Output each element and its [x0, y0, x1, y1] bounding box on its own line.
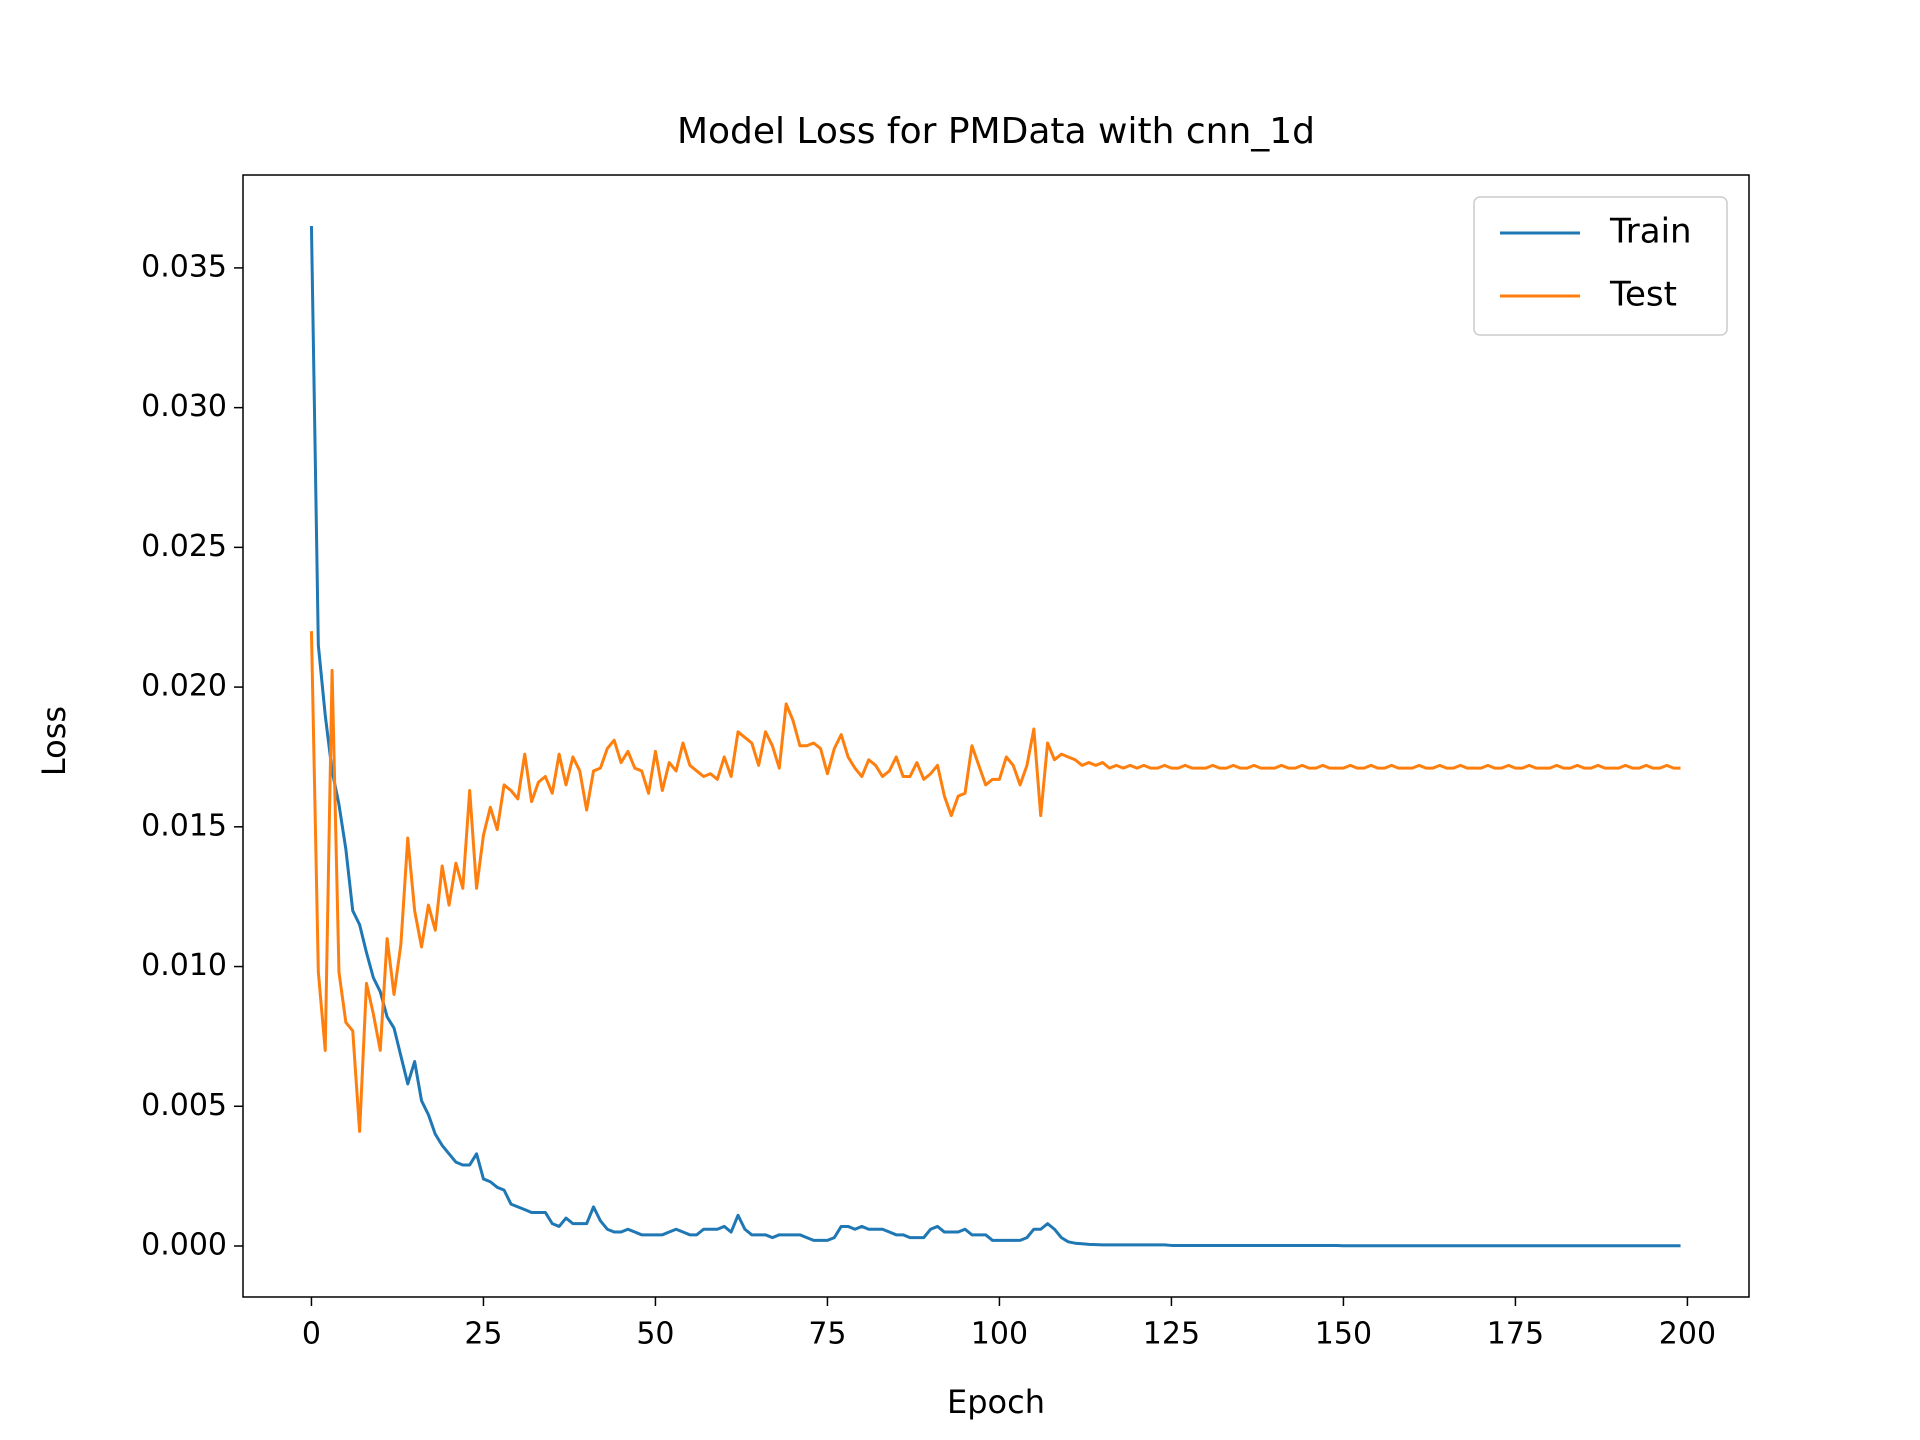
- legend-label: Train: [1609, 212, 1692, 252]
- x-tick-label: 150: [1315, 1317, 1372, 1352]
- x-tick-label: 50: [636, 1317, 674, 1352]
- x-tick-label: 200: [1659, 1317, 1716, 1352]
- y-tick-label: 0.015: [141, 808, 227, 843]
- y-tick-label: 0.000: [141, 1228, 227, 1263]
- x-tick-label: 125: [1143, 1317, 1200, 1352]
- x-tick-label: 0: [302, 1317, 321, 1352]
- x-tick-label: 100: [971, 1317, 1028, 1352]
- line-series: [309, 631, 1681, 1133]
- y-tick-label: 0.025: [141, 529, 227, 564]
- y-tick-label: 0.010: [141, 948, 227, 983]
- chart-title: Model Loss for PMData with cnn_1d: [677, 111, 1315, 152]
- y-axis-label: Loss: [35, 706, 73, 776]
- y-tick-label: 0.030: [141, 389, 227, 424]
- x-tick-label: 75: [808, 1317, 846, 1352]
- plot-frame: [242, 174, 1750, 1298]
- x-tick-label: 25: [464, 1317, 502, 1352]
- y-tick-label: 0.035: [141, 249, 227, 284]
- x-axis-label: Epoch: [947, 1383, 1045, 1421]
- y-tick-label: 0.020: [141, 669, 227, 704]
- y-tick-label: 0.005: [141, 1088, 227, 1123]
- legend-label: Test: [1609, 275, 1677, 315]
- line-series: [309, 225, 1681, 1248]
- x-tick-label: 175: [1487, 1317, 1544, 1352]
